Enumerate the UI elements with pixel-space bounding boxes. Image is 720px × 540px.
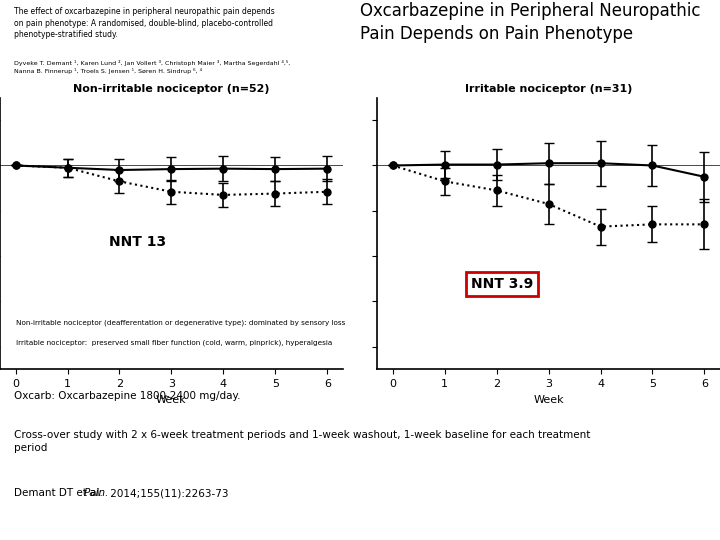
Text: NNT 3.9: NNT 3.9 <box>471 277 533 291</box>
Text: Cross-over study with 2 x 6-week treatment periods and 1-week washout, 1-week ba: Cross-over study with 2 x 6-week treatme… <box>14 430 591 453</box>
Text: NNT 13: NNT 13 <box>109 235 166 249</box>
Text: Pain.: Pain. <box>84 488 109 498</box>
Title: Irritable nociceptor (n=31): Irritable nociceptor (n=31) <box>465 84 632 94</box>
X-axis label: Week: Week <box>534 395 564 404</box>
Text: Oxcarbazepine in Peripheral Neuropathic
Pain Depends on Pain Phenotype: Oxcarbazepine in Peripheral Neuropathic … <box>360 2 701 43</box>
Text: Demant DT et al.: Demant DT et al. <box>14 488 107 498</box>
X-axis label: Week: Week <box>156 395 186 404</box>
Text: The effect of oxcarbazepine in peripheral neuropathic pain depends
on pain pheno: The effect of oxcarbazepine in periphera… <box>14 7 275 39</box>
Text: Dyveke T. Demant ¹, Karen Lund ², Jan Vollert ³, Christoph Maier ³, Martha Seger: Dyveke T. Demant ¹, Karen Lund ², Jan Vo… <box>14 60 291 74</box>
Text: 2014;155(11):2263-73: 2014;155(11):2263-73 <box>107 488 228 498</box>
Text: Irritable nociceptor:  preserved small fiber function (cold, warm, pinprick), hy: Irritable nociceptor: preserved small fi… <box>16 339 332 346</box>
Title: Non-irritable nociceptor (n=52): Non-irritable nociceptor (n=52) <box>73 84 270 94</box>
Text: Oxcarb: Oxcarbazepine 1800-2400 mg/day.: Oxcarb: Oxcarbazepine 1800-2400 mg/day. <box>14 391 241 401</box>
Text: Non-irritable nociceptor (deafferentation or degenerative type): dominated by se: Non-irritable nociceptor (deafferentatio… <box>16 320 345 326</box>
